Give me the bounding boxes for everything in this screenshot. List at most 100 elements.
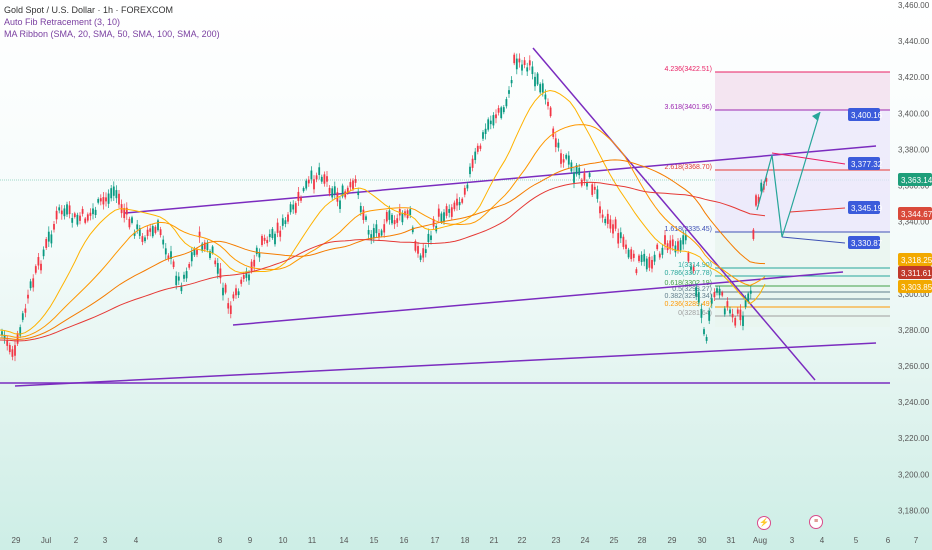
x-axis-tick: 22	[518, 536, 527, 545]
x-axis-tick: 18	[461, 536, 470, 545]
candle-body	[185, 271, 188, 279]
candle-body	[136, 224, 139, 230]
candle-body	[180, 285, 183, 292]
price-badge	[848, 236, 880, 249]
y-axis-tick: 3,420.00	[898, 73, 930, 82]
candle-body	[432, 218, 435, 227]
candle-body	[619, 232, 622, 239]
candle-body	[71, 217, 74, 223]
fib-level-label: 0.618(3302.19)	[665, 280, 712, 287]
candle-body	[352, 180, 354, 190]
candle-body	[708, 310, 711, 321]
candle-body	[245, 271, 248, 278]
candle-body	[310, 170, 313, 180]
ma-ribbon-indicator-label[interactable]: MA Ribbon (SMA, 20, SMA, 50, SMA, 100, S…	[4, 29, 220, 39]
y-axis-tick: 3,380.00	[898, 145, 930, 154]
candle-body	[229, 305, 232, 314]
candle-body	[365, 216, 367, 220]
candle-body	[474, 151, 477, 161]
y-axis-tick: 3,260.00	[898, 362, 930, 371]
y-axis-tick: 3,440.00	[898, 37, 930, 46]
fib-level-label: 1.618(3335.45)	[665, 226, 712, 233]
candle-body	[42, 249, 45, 257]
candle-body	[614, 219, 617, 229]
candle-body	[492, 115, 495, 126]
candle-body	[255, 247, 258, 255]
x-axis-tick: 23	[552, 536, 561, 545]
lightning-icon[interactable]: ⚡	[757, 516, 771, 530]
candle-body	[570, 162, 573, 172]
candle-body	[427, 233, 430, 243]
candle-body	[682, 235, 685, 245]
candle-body	[419, 255, 422, 260]
candle-body	[625, 244, 627, 249]
candle-body	[253, 259, 256, 267]
candle-body	[287, 214, 289, 222]
candle-body	[336, 192, 339, 202]
candle-body	[79, 215, 81, 221]
symbol-title[interactable]: Gold Spot / U.S. Dollar · 1h · FOREXCOM	[4, 5, 174, 15]
fib-level-label: 0.236(3289.49)	[665, 301, 712, 308]
price-badge-label: 3,345.19	[851, 204, 883, 213]
candle-body	[729, 309, 731, 314]
fib-level-label: 3.618(3401.96)	[665, 104, 712, 111]
candle-body	[19, 327, 22, 336]
candle-body	[721, 292, 724, 296]
candle-body	[596, 189, 599, 199]
candle-body	[565, 154, 568, 159]
candle-body	[523, 60, 526, 66]
candle-body	[151, 226, 154, 237]
candle-body	[765, 178, 768, 182]
price-badge-label: 3,344.67	[901, 210, 932, 219]
fib-indicator-label[interactable]: Auto Fib Retracement (3, 10)	[4, 17, 121, 27]
candle-body	[297, 191, 300, 201]
candle-body	[333, 186, 336, 194]
candle-body	[505, 99, 508, 107]
candle-body	[700, 308, 703, 318]
candle-body	[482, 132, 484, 139]
price-badge	[848, 157, 880, 170]
candle-body	[354, 179, 357, 183]
candle-body	[466, 184, 469, 189]
candle-body	[313, 179, 315, 190]
candle-body	[378, 233, 380, 237]
candle-body	[89, 212, 92, 216]
candle-body	[692, 267, 695, 271]
candle-body	[302, 188, 305, 192]
x-axis-tick: 16	[400, 536, 409, 545]
candle-body	[526, 67, 529, 72]
candle-body	[380, 230, 383, 236]
ma20-line	[0, 89, 766, 335]
price-badge-label: 3,400.16	[851, 111, 883, 120]
candle-body	[453, 202, 456, 210]
candle-body	[450, 207, 453, 217]
candle-body	[222, 287, 224, 296]
candle-body	[739, 309, 742, 321]
candle-body	[232, 294, 235, 299]
candle-body	[344, 191, 347, 198]
x-axis-tick: 7	[914, 536, 919, 545]
candle-body	[557, 142, 560, 148]
candle-body	[643, 253, 646, 262]
candle-body	[684, 234, 687, 241]
candle-body	[196, 249, 198, 255]
candle-body	[248, 274, 250, 281]
candle-body	[502, 107, 505, 113]
candle-body	[357, 191, 360, 196]
candle-body	[461, 198, 464, 203]
candle-body	[66, 204, 68, 215]
price-badge	[898, 253, 932, 266]
candle-body	[742, 315, 744, 326]
y-axis-tick: 3,240.00	[898, 398, 930, 407]
candle-body	[177, 276, 180, 281]
us-flag-icon[interactable]: ≡	[809, 515, 823, 529]
candle-body	[154, 226, 157, 233]
candle-body	[37, 257, 40, 266]
y-axis-tick: 3,180.00	[898, 506, 930, 515]
candle-body	[528, 60, 531, 66]
candle-body	[349, 182, 352, 188]
x-axis-tick: 29	[12, 536, 21, 545]
candle-body	[658, 253, 661, 258]
candle-body	[648, 256, 651, 268]
